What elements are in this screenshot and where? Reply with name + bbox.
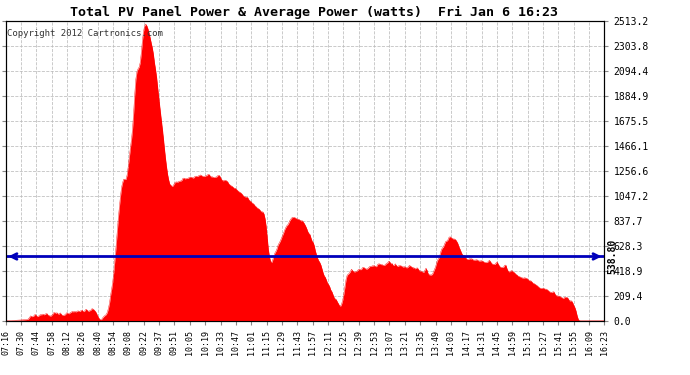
Text: 538.80: 538.80 <box>0 239 3 274</box>
Text: Copyright 2012 Cartronics.com: Copyright 2012 Cartronics.com <box>7 29 163 38</box>
Text: 538.80: 538.80 <box>607 239 618 274</box>
Text: Total PV Panel Power & Average Power (watts)  Fri Jan 6 16:23: Total PV Panel Power & Average Power (wa… <box>70 6 558 19</box>
